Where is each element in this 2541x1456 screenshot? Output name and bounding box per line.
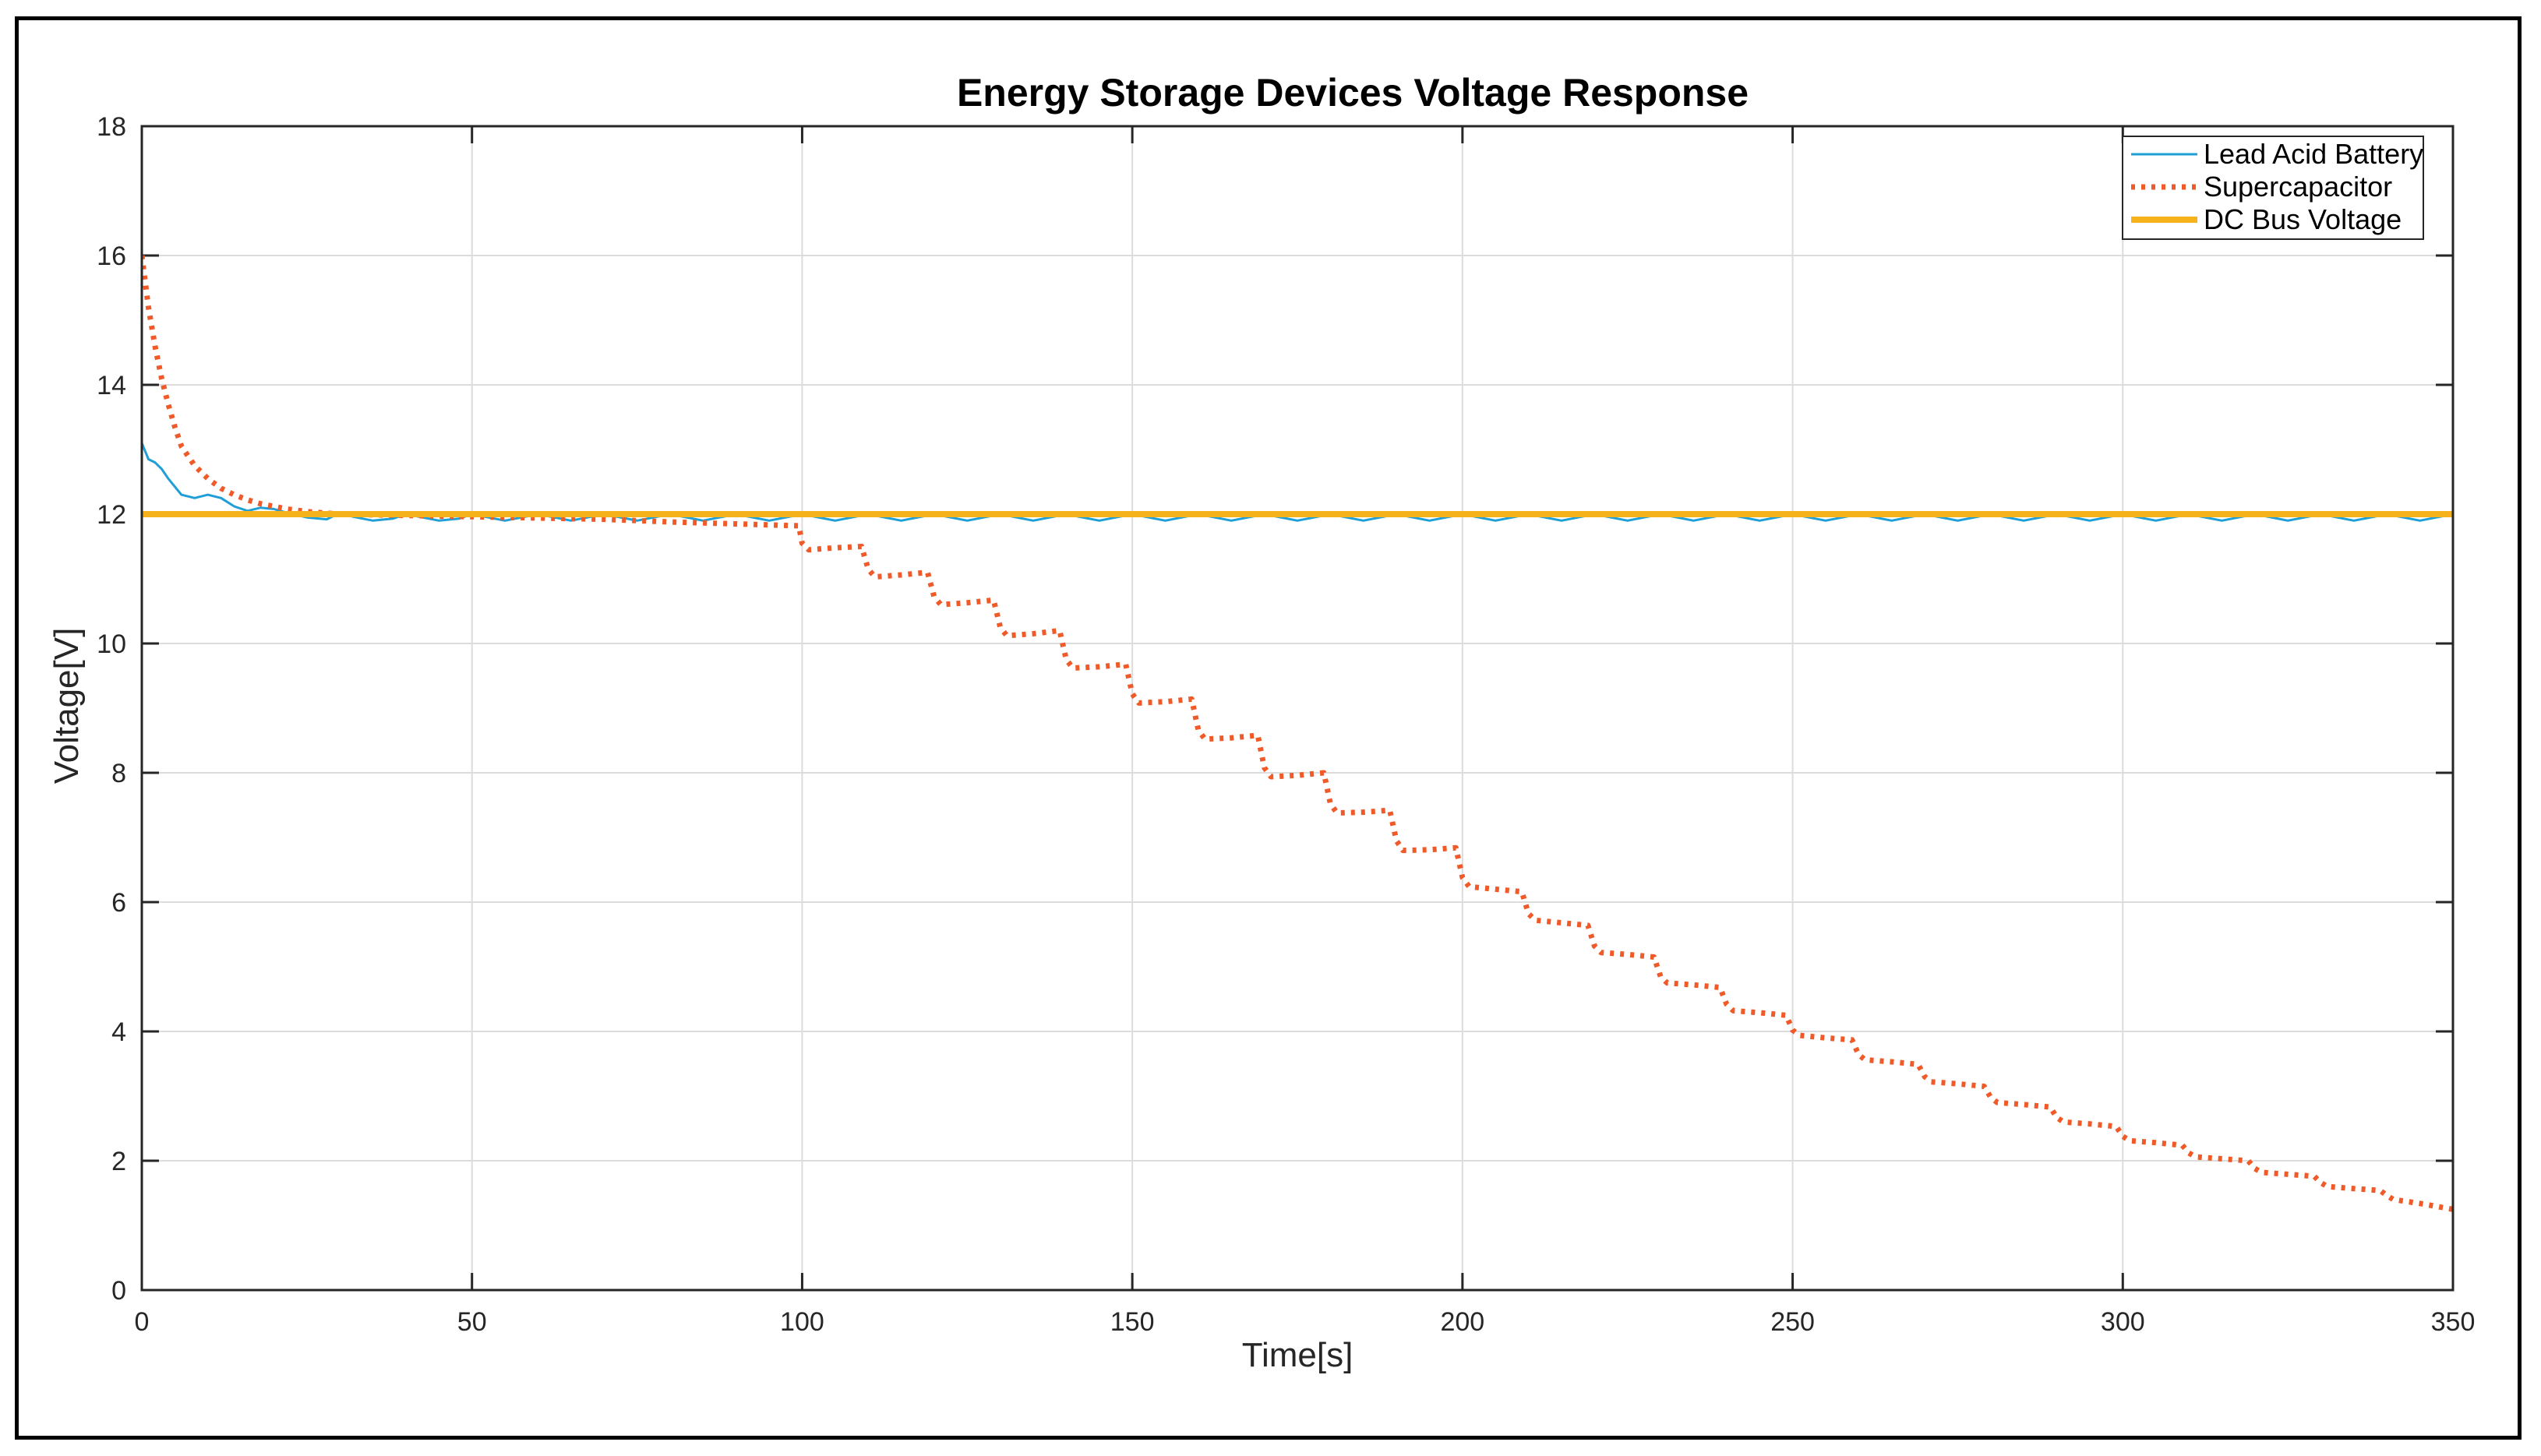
y-tick-label: 16 [97, 241, 126, 271]
tick-marks [140, 125, 2455, 1292]
y-tick-label: 4 [111, 1017, 126, 1047]
y-tick-label: 12 [97, 500, 126, 530]
x-axis-label: Time[s] [1242, 1336, 1353, 1374]
y-tick-label: 6 [111, 888, 126, 918]
y-tick-label: 14 [97, 371, 126, 400]
x-tick-label: 200 [1440, 1307, 1484, 1337]
x-tick-label: 100 [780, 1307, 824, 1337]
tick-labels: 0 50 100 150 200 250 300 350 0 2 4 6 8 10 12 14 16 18 [97, 112, 2475, 1337]
plot-area-border [140, 125, 2455, 1292]
legend-label-dc-bus-voltage: DC Bus Voltage [2204, 203, 2402, 235]
x-tick-label: 150 [1110, 1307, 1155, 1337]
y-tick-label: 8 [111, 759, 126, 788]
plot-area-background [142, 126, 2453, 1290]
y-tick-label: 18 [97, 112, 126, 142]
x-tick-label: 50 [457, 1307, 487, 1337]
figure-frame [15, 16, 2522, 1440]
legend-label-supercapacitor: Supercapacitor [2204, 171, 2392, 203]
series-line-supercapacitor [142, 255, 2453, 1212]
y-tick-label: 0 [111, 1276, 126, 1306]
y-tick-label: 10 [97, 629, 126, 659]
x-tick-label: 0 [135, 1307, 150, 1337]
x-tick-label: 300 [2101, 1307, 2145, 1337]
x-tick-label: 350 [2431, 1307, 2476, 1337]
legend-label-lead-acid-battery: Lead Acid Battery [2204, 138, 2423, 170]
y-tick-label: 2 [111, 1147, 126, 1176]
x-tick-label: 250 [1770, 1307, 1815, 1337]
chart-title: Energy Storage Devices Voltage Response [957, 71, 1749, 115]
y-axis-label: Voltage[V] [48, 628, 86, 784]
series-layer [142, 255, 2453, 1212]
